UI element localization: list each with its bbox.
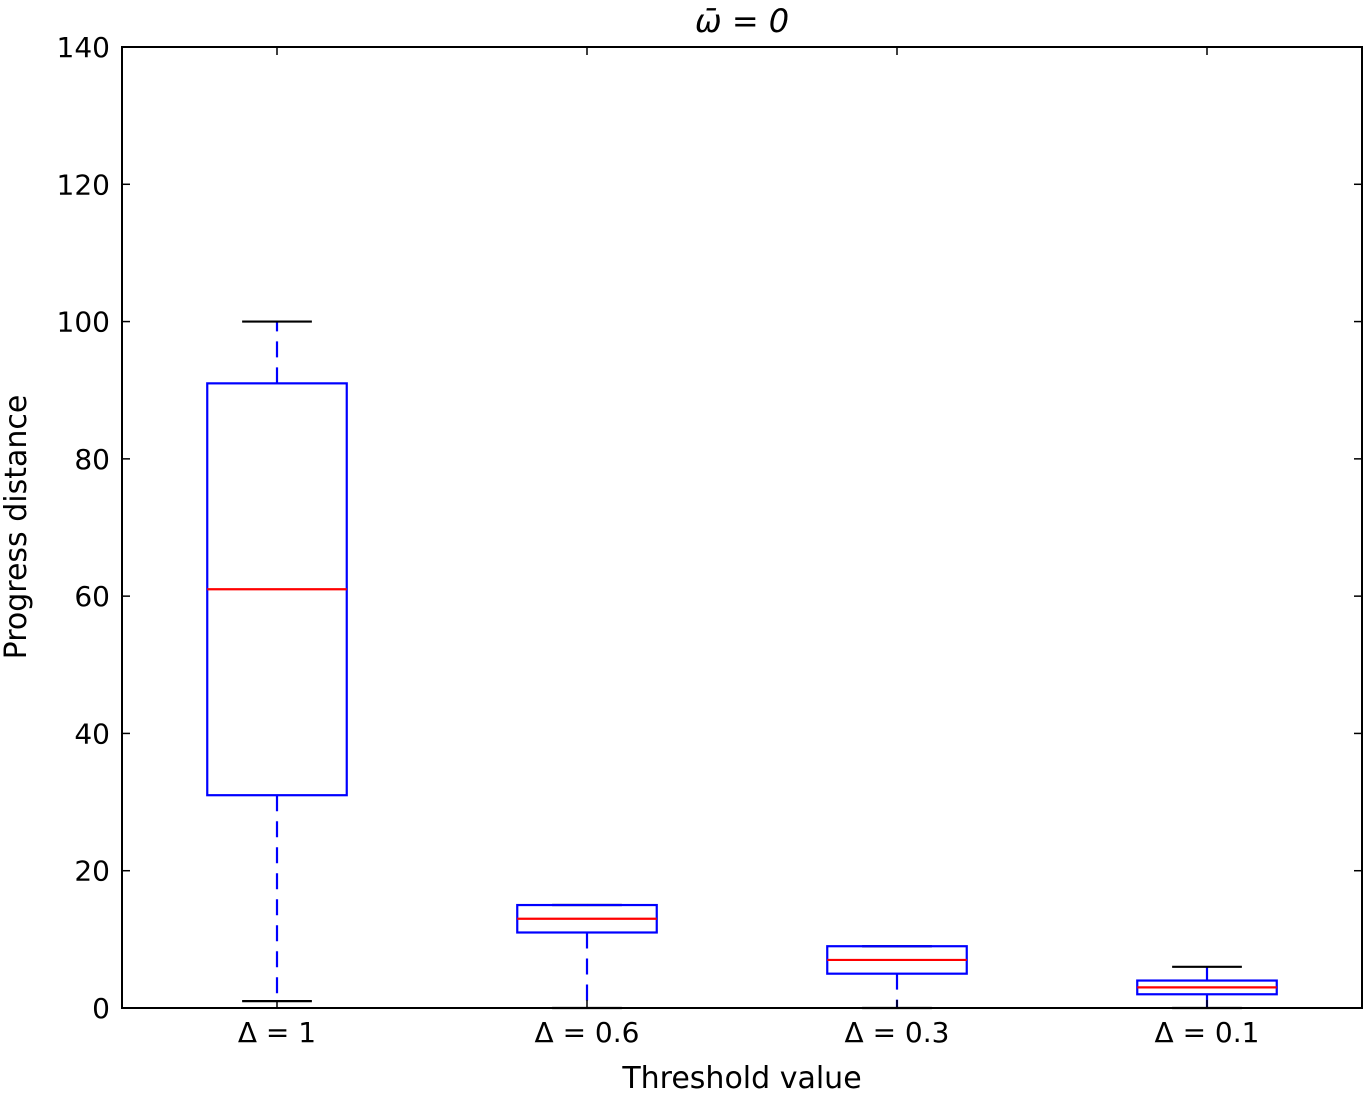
box-group: [516, 903, 658, 1010]
y-tick-label: 120: [57, 168, 110, 201]
y-tick-label: 80: [74, 443, 110, 476]
y-tick-label: 40: [74, 717, 110, 750]
y-axis-label: Progress distance: [0, 395, 34, 660]
x-tick-label: Δ = 0.6: [535, 1016, 640, 1049]
boxes-layer: [206, 320, 1278, 1010]
box-group: [826, 945, 968, 1010]
x-tick-label: Δ = 1: [238, 1016, 316, 1049]
x-axis-label: Threshold value: [621, 1061, 861, 1092]
box-group: [206, 320, 348, 1003]
x-tick-label: Δ = 0.3: [845, 1016, 950, 1049]
chart-title: ω̄ = 0: [695, 2, 789, 40]
axes-frame: [121, 46, 1363, 1009]
y-tick-label: 0: [92, 992, 110, 1025]
y-axis-ticks: 0 20 40 60 80 100 120 140: [57, 31, 1362, 1025]
y-tick-label: 100: [57, 306, 110, 339]
y-tick-label: 140: [57, 31, 110, 64]
plot-area: [121, 46, 1363, 1009]
x-axis-ticks: Δ = 1 Δ = 0.6 Δ = 0.3 Δ = 0.1: [238, 47, 1260, 1049]
y-tick-label: 60: [74, 580, 110, 613]
y-tick-label: 20: [74, 855, 110, 888]
x-tick-label: Δ = 0.1: [1155, 1016, 1260, 1049]
